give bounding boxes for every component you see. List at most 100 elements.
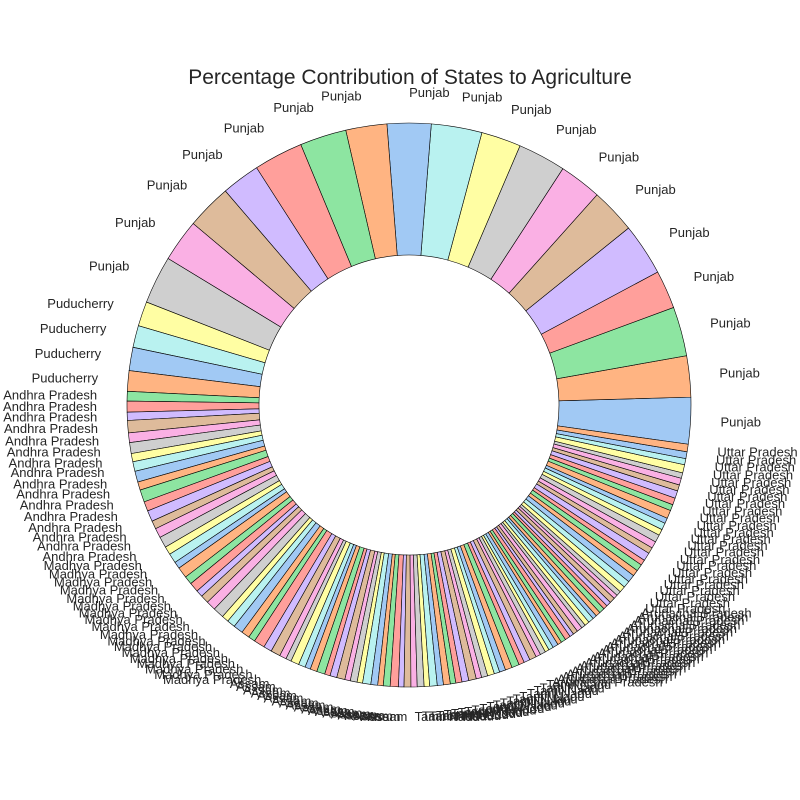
slice-label: Arunachal Pradesh [634, 613, 745, 628]
slice-label: Punjab [556, 122, 596, 137]
slice-label: Arunachal Pradesh [557, 672, 668, 687]
slice-label: Arunachal Pradesh [610, 635, 721, 650]
slice-label: Madhya Pradesh [79, 606, 177, 621]
slice-label: Uttar Pradesh [672, 565, 752, 580]
slice-label: Andhra Pradesh [3, 399, 97, 414]
slice-label: Assam [338, 707, 378, 722]
slice-label: Uttar Pradesh [715, 460, 795, 475]
slice-label: Arunachal Pradesh [641, 606, 752, 621]
slice-label: Madhya Pradesh [163, 672, 261, 687]
slice-label: Assam [264, 691, 304, 706]
slice-label: Andhra Pradesh [3, 410, 97, 425]
slice-label: Tamil Nadu [436, 708, 501, 723]
slice-label: Tamil Nadu [471, 703, 536, 718]
slice-label: Tamil Nadu [519, 689, 584, 704]
slice-label: Punjab [409, 85, 449, 100]
slice-label: Uttar Pradesh [676, 558, 756, 573]
slice-label: Puducherry [47, 296, 114, 311]
slice-label: Madhya Pradesh [60, 582, 158, 597]
slice-label: Andhra Pradesh [16, 487, 110, 502]
slice-label: Tamil Nadu [493, 698, 558, 713]
slice-label: Madhya Pradesh [73, 599, 171, 614]
slice-label: Tamil Nadu [534, 683, 599, 698]
slice-label: Assam [272, 693, 312, 708]
slice-label: Tamil Nadu [479, 701, 544, 716]
slice-label: Arunachal Pradesh [622, 625, 733, 640]
slice-label: Uttar Pradesh [668, 571, 748, 586]
slice-label: Uttar Pradesh [717, 445, 797, 460]
slice-label: Uttar Pradesh [700, 511, 780, 526]
slice-label: Punjab [321, 89, 361, 104]
slice-label: Arunachal Pradesh [576, 661, 687, 676]
slice-label: Punjab [694, 269, 734, 284]
slice-label: Madhya Pradesh [114, 639, 212, 654]
slice-label: Punjab [511, 102, 551, 117]
slice-label: Madhya Pradesh [100, 627, 198, 642]
slice-label: Madhya Pradesh [54, 574, 152, 589]
slice-label: Punjab [182, 147, 222, 162]
slice-label: Assam [353, 709, 393, 724]
slice-label: Andhra Pradesh [13, 476, 107, 491]
slice-label: Punjab [115, 215, 155, 230]
slice-label: Tamil Nadu [458, 705, 523, 720]
slice-label: Tamil Nadu [415, 709, 480, 724]
slice-label: Madhya Pradesh [66, 591, 164, 606]
slice-label: Punjab [599, 149, 639, 164]
slice-label: Assam [345, 708, 385, 723]
slice-label: Andhra Pradesh [9, 455, 103, 470]
slice-label: Uttar Pradesh [684, 545, 764, 560]
slice-label: Uttar Pradesh [664, 577, 744, 592]
slice-label: Madhya Pradesh [85, 612, 183, 627]
slice-label: Puducherry [35, 346, 102, 361]
slice-label: Andhra Pradesh [37, 539, 131, 554]
slice-label: Madhya Pradesh [122, 645, 220, 660]
slice-label: Madhya Pradesh [92, 619, 190, 634]
slice-label: Punjab [719, 365, 759, 380]
slice-label: Madhya Pradesh [154, 667, 252, 682]
slice-label: Tamil Nadu [486, 699, 551, 714]
slice-label: Assam [301, 702, 341, 717]
slice-label: Madhya Pradesh [145, 661, 243, 676]
slice-label: Assam [368, 709, 408, 724]
slice-label: Assam [361, 709, 401, 724]
slice-label: Tamil Nadu [464, 704, 529, 719]
slice-label: Arunachal Pradesh [571, 664, 682, 679]
slice-label: Assam [322, 705, 362, 720]
slice-label: Punjab [89, 259, 129, 274]
slice-label: Tamil Nadu [422, 709, 487, 724]
labels-layer: PunjabPunjabPunjabPunjabPunjabPunjabPunj… [3, 85, 797, 724]
slice-label: Assam [294, 700, 334, 715]
slice-label: Uttar Pradesh [680, 552, 760, 567]
slice-label: Arunachal Pradesh [585, 655, 696, 670]
slice-label: Tamil Nadu [546, 677, 611, 692]
slice-label: Assam [279, 696, 319, 711]
slices-layer [126, 122, 692, 688]
slice-label: Assam [286, 698, 326, 713]
slice-label: Andhra Pradesh [43, 549, 137, 564]
slice-label: Tamil Nadu [540, 680, 605, 695]
slice-label: Andhra Pradesh [5, 433, 99, 448]
slice-label: Arunachal Pradesh [562, 669, 673, 684]
slice-label: Punjab [147, 178, 187, 193]
slice-label: Arunachal Pradesh [618, 628, 729, 643]
slice-label: Punjab [721, 414, 761, 429]
slice-label: Assam [243, 682, 283, 697]
slice-label: Assam [315, 704, 355, 719]
slice-label: Madhya Pradesh [44, 558, 142, 573]
slice-label: Uttar Pradesh [687, 538, 767, 553]
slice-label: Tamil Nadu [513, 691, 578, 706]
slice-label: Andhra Pradesh [11, 465, 105, 480]
slice-label: Tamil Nadu [444, 707, 509, 722]
slice-label: Uttar Pradesh [711, 475, 791, 490]
slice-label: Arunachal Pradesh [566, 666, 677, 681]
slice-label: Arunachal Pradesh [626, 621, 737, 636]
slice-label: Arunachal Pradesh [552, 674, 663, 689]
slice-label: Uttar Pradesh [655, 589, 735, 604]
slice-label: Arunachal Pradesh [606, 639, 717, 654]
slice-label: Madhya Pradesh [49, 567, 147, 582]
slice-label: Punjab [224, 121, 264, 136]
slice-label: Uttar Pradesh [713, 468, 793, 483]
slice-label: Arunachal Pradesh [630, 617, 741, 632]
slice-label: Punjab [635, 182, 675, 197]
slice-label: Andhra Pradesh [33, 530, 127, 545]
